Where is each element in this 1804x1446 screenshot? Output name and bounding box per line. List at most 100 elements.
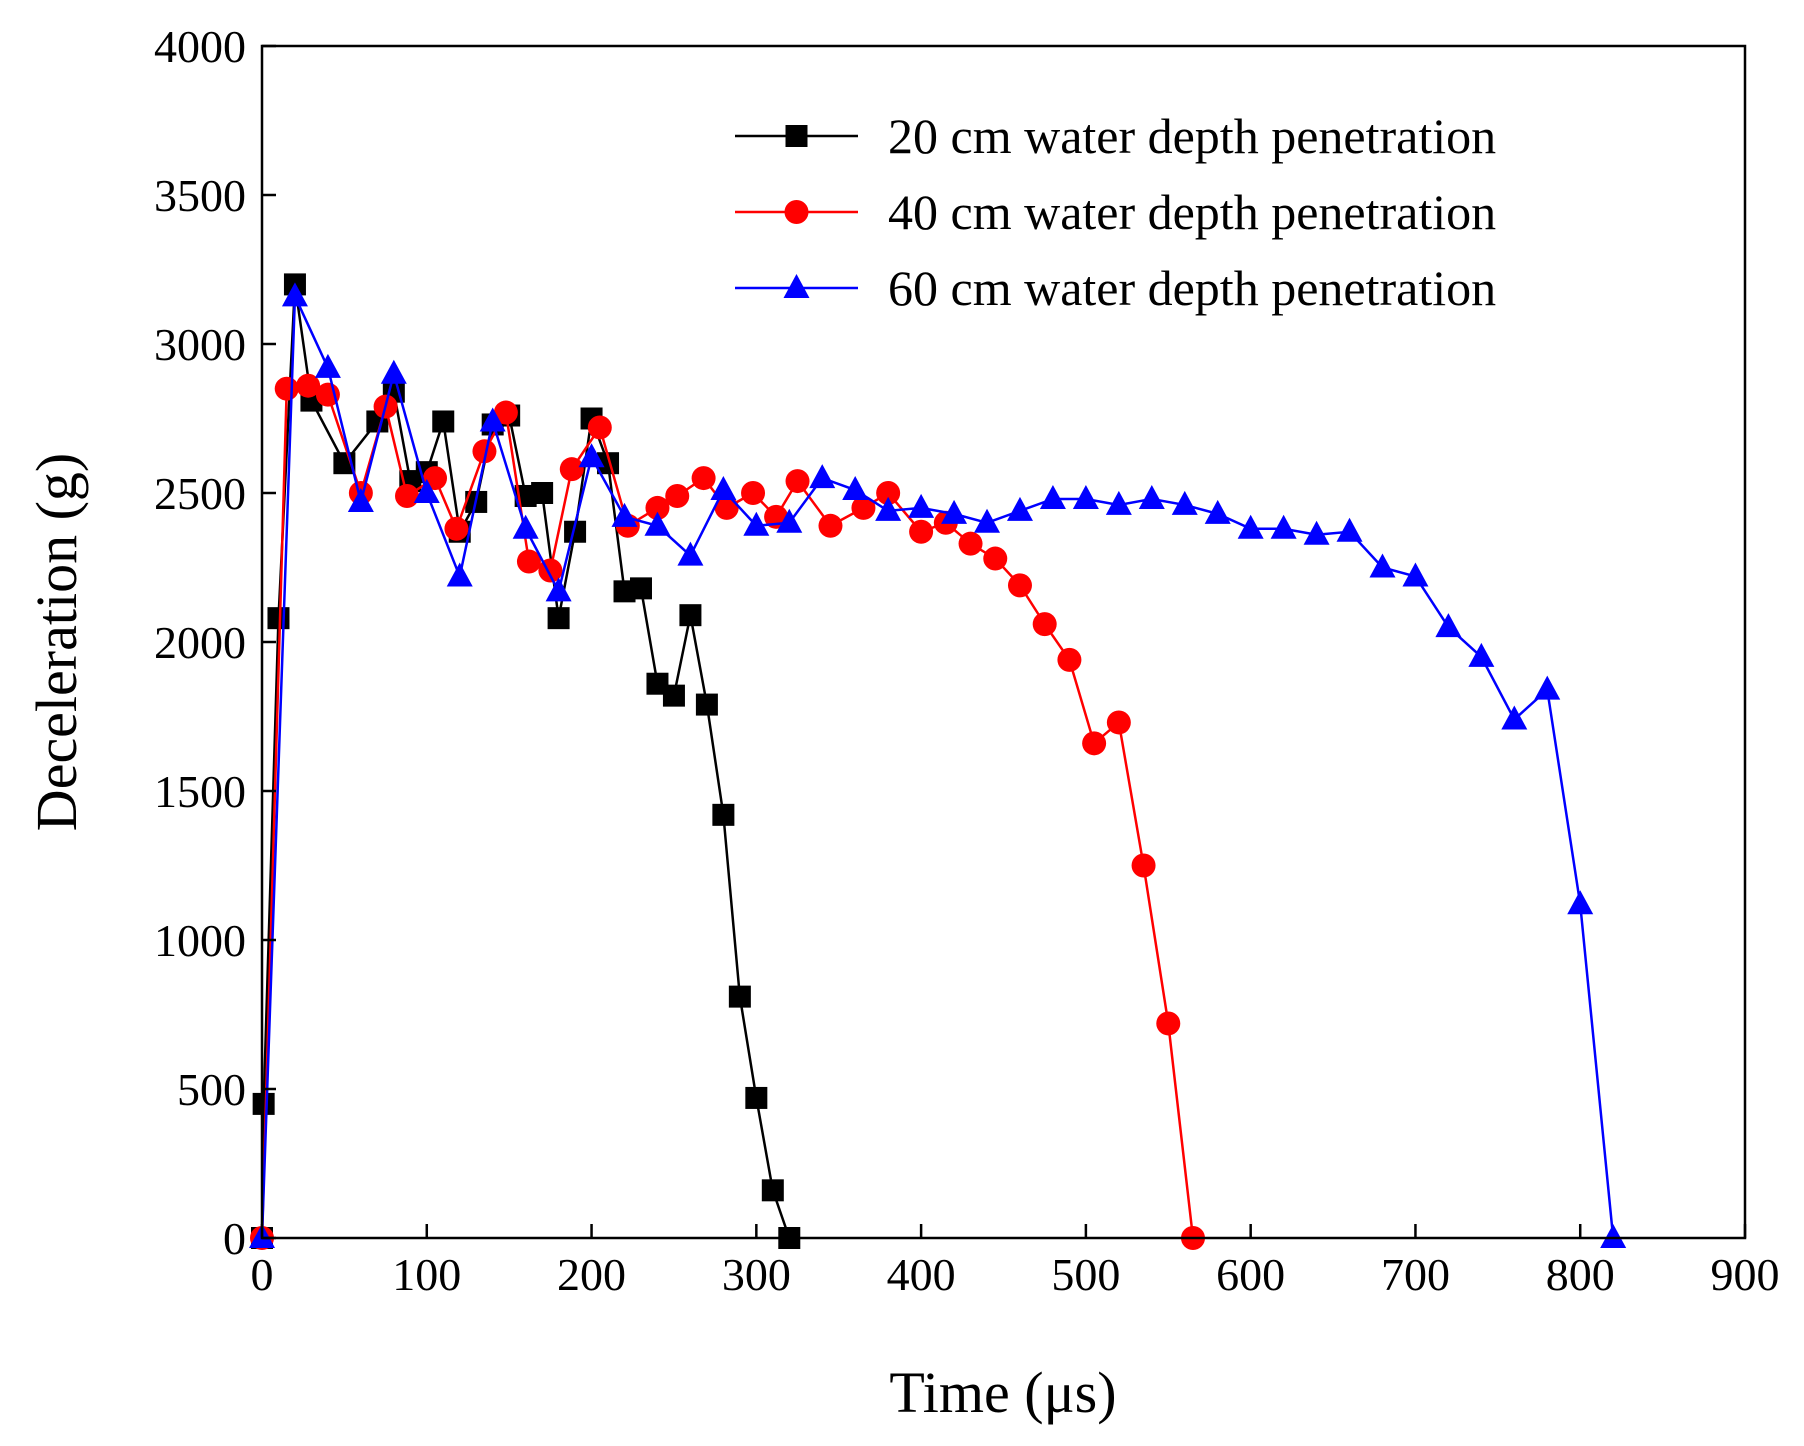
legend-item: 40 cm water depth penetration	[735, 184, 1496, 240]
data-point	[851, 495, 876, 520]
data-point	[662, 684, 685, 707]
data-point	[743, 511, 770, 536]
x-tick-label: 900	[1711, 1249, 1780, 1300]
data-point	[472, 439, 497, 464]
legend: 20 cm water depth penetration 40 cm water…	[735, 108, 1496, 316]
series-layer	[249, 273, 1627, 1250]
data-point	[444, 516, 469, 541]
legend-marker	[783, 274, 810, 298]
data-point	[531, 482, 554, 504]
x-axis-title: Time (μs)	[889, 1360, 1116, 1425]
data-point	[875, 496, 902, 521]
data-point	[1057, 647, 1082, 672]
data-point	[1534, 675, 1561, 700]
y-tick-label: 2500	[154, 468, 246, 519]
legend-label: 20 cm water depth penetration	[888, 108, 1496, 164]
data-point	[314, 353, 341, 378]
data-point	[597, 452, 620, 475]
legend-marker	[784, 200, 809, 224]
data-point	[1600, 1224, 1627, 1248]
data-point	[559, 457, 584, 482]
data-point	[611, 502, 638, 527]
data-point	[1007, 573, 1032, 598]
data-point	[380, 359, 407, 384]
data-point	[479, 407, 506, 432]
data-point	[728, 985, 751, 1008]
data-point	[645, 495, 670, 520]
data-point	[267, 607, 290, 630]
legend-label: 40 cm water depth penetration	[888, 184, 1496, 240]
y-axis: 0 500 1000 1500 2000 2500 3000 3500 4000	[154, 21, 276, 1264]
data-point	[974, 508, 1001, 533]
data-point	[1204, 499, 1231, 524]
legend-marker	[785, 125, 808, 147]
y-tick-label: 0	[223, 1213, 246, 1264]
data-point	[395, 483, 420, 508]
y-axis-title: Deceleration (g)	[24, 453, 89, 831]
data-point	[493, 400, 518, 425]
data-point	[1336, 517, 1363, 542]
x-tick-label: 400	[887, 1249, 956, 1300]
x-tick-label: 0	[251, 1249, 274, 1300]
data-point	[644, 511, 671, 536]
data-point	[677, 541, 704, 566]
data-point	[941, 499, 968, 524]
data-point	[809, 464, 836, 489]
data-point	[1468, 642, 1495, 667]
data-point	[1106, 710, 1131, 735]
data-point	[1567, 890, 1594, 915]
data-point	[695, 693, 718, 716]
data-point	[252, 1092, 275, 1115]
series-2	[249, 282, 1627, 1248]
data-point	[741, 481, 766, 505]
data-point	[842, 476, 869, 501]
data-point	[296, 373, 321, 398]
data-point	[1156, 1011, 1181, 1036]
data-point	[1270, 514, 1297, 539]
data-point	[1082, 731, 1107, 756]
data-point	[785, 469, 810, 494]
data-point	[818, 513, 843, 538]
data-point	[1072, 484, 1099, 509]
data-point	[1105, 490, 1132, 515]
data-point	[413, 479, 440, 503]
y-tick-label: 3000	[154, 319, 246, 370]
data-point	[347, 487, 374, 512]
data-point	[1032, 612, 1057, 637]
x-tick-label: 300	[722, 1249, 791, 1300]
data-point	[432, 410, 455, 433]
data-point	[1006, 496, 1033, 521]
y-tick-label: 1500	[154, 766, 246, 817]
data-point	[761, 1179, 784, 1202]
y-tick-label: 1000	[154, 915, 246, 966]
x-tick-label: 200	[557, 1249, 626, 1300]
data-point	[547, 607, 570, 630]
data-point	[564, 520, 587, 543]
data-point	[629, 577, 652, 600]
data-point	[587, 415, 612, 440]
data-point	[679, 604, 702, 627]
legend-label: 60 cm water depth penetration	[888, 260, 1496, 316]
data-point	[745, 1086, 768, 1109]
data-point	[1303, 520, 1330, 545]
x-tick-label: 600	[1216, 1249, 1285, 1300]
data-point	[710, 476, 737, 501]
legend-item: 20 cm water depth penetration	[735, 108, 1496, 164]
data-point	[1369, 553, 1396, 578]
data-point	[1501, 705, 1528, 730]
x-tick-label: 800	[1546, 1249, 1615, 1300]
data-point	[281, 282, 308, 307]
data-point	[274, 376, 299, 401]
data-point	[983, 546, 1008, 571]
data-point	[1435, 613, 1462, 638]
x-tick-label: 100	[392, 1249, 461, 1300]
data-point	[1138, 484, 1165, 509]
data-point	[512, 514, 539, 539]
data-point	[1402, 562, 1429, 587]
legend-item: 60 cm water depth penetration	[735, 260, 1496, 316]
data-point	[1171, 490, 1198, 515]
data-point	[776, 508, 803, 533]
data-point	[1237, 514, 1264, 539]
data-point	[1131, 853, 1156, 878]
